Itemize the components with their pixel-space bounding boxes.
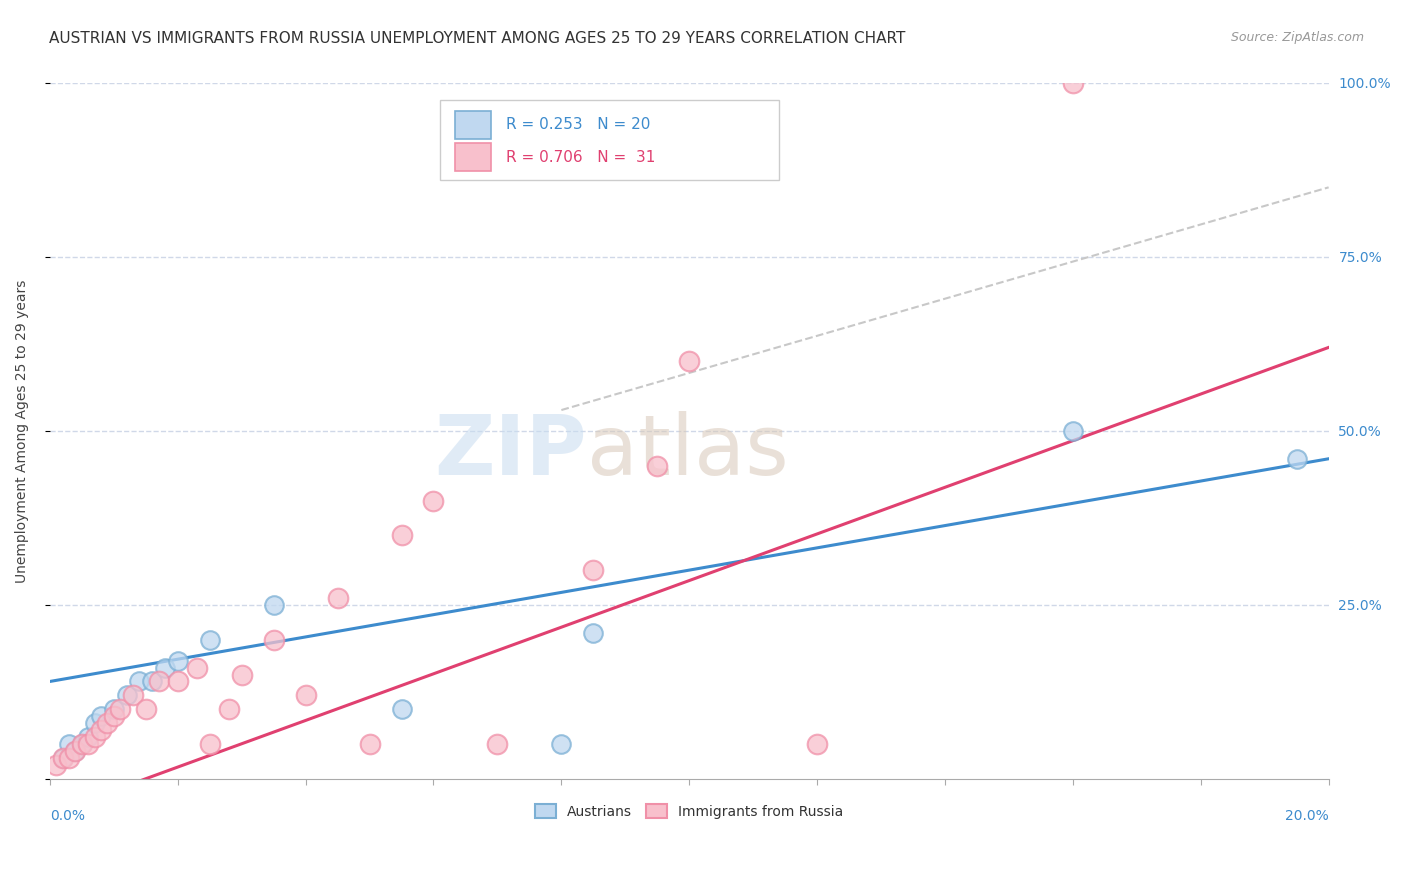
Point (645, 458, 668, 473)
Point (52, 751, 75, 765)
Point (77, 737, 100, 751)
Point (148, 674, 170, 689)
Point (198, 737, 221, 751)
Text: 20.0%: 20.0% (1285, 809, 1329, 823)
Legend: Austrians, Immigrants from Russia: Austrians, Immigrants from Russia (530, 798, 849, 824)
Point (166, 674, 188, 689)
FancyBboxPatch shape (456, 111, 491, 138)
Point (103, 702, 125, 716)
Point (198, 632, 221, 647)
Point (806, 737, 828, 751)
Point (58, 751, 80, 765)
Point (128, 674, 150, 689)
Point (391, 528, 413, 542)
Text: R = 0.253   N = 20: R = 0.253 N = 20 (506, 117, 651, 132)
Point (263, 632, 285, 647)
Text: R = 0.706   N =  31: R = 0.706 N = 31 (506, 150, 655, 165)
Point (582, 625, 605, 640)
Point (108, 702, 131, 716)
FancyBboxPatch shape (456, 144, 491, 171)
Point (218, 702, 240, 716)
Point (45, 758, 67, 772)
Point (1062, 424, 1084, 438)
Point (263, 598, 285, 612)
Text: 0.0%: 0.0% (49, 809, 84, 823)
Point (1062, 76, 1084, 90)
Point (70, 737, 93, 751)
Point (231, 667, 253, 681)
Point (65, 744, 87, 758)
Point (1285, 451, 1308, 466)
Point (70, 737, 93, 751)
Point (422, 493, 444, 508)
Point (90, 709, 112, 723)
Point (486, 737, 509, 751)
Point (83, 730, 105, 744)
Point (153, 660, 176, 674)
Text: atlas: atlas (586, 411, 789, 492)
Point (141, 674, 163, 689)
Point (83, 716, 105, 731)
Point (52, 751, 75, 765)
Point (103, 709, 125, 723)
Point (391, 702, 413, 716)
Text: Source: ZipAtlas.com: Source: ZipAtlas.com (1230, 31, 1364, 45)
Point (294, 689, 316, 703)
Y-axis label: Unemployment Among Ages 25 to 29 years: Unemployment Among Ages 25 to 29 years (15, 279, 30, 582)
Point (550, 737, 572, 751)
FancyBboxPatch shape (440, 100, 779, 180)
Point (186, 660, 208, 674)
Point (326, 591, 349, 605)
Point (122, 689, 145, 703)
Text: AUSTRIAN VS IMMIGRANTS FROM RUSSIA UNEMPLOYMENT AMONG AGES 25 TO 29 YEARS CORREL: AUSTRIAN VS IMMIGRANTS FROM RUSSIA UNEMP… (49, 31, 905, 46)
Text: ZIP: ZIP (434, 411, 586, 492)
Point (96, 716, 118, 731)
Point (582, 563, 605, 577)
Point (166, 654, 188, 668)
Point (77, 730, 100, 744)
Point (359, 737, 381, 751)
Point (65, 744, 87, 758)
Point (678, 354, 700, 368)
Point (58, 737, 80, 751)
Point (90, 723, 112, 738)
Point (135, 702, 157, 716)
Point (115, 689, 138, 703)
